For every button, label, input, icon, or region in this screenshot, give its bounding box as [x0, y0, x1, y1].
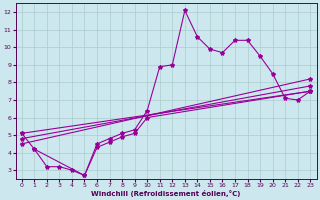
X-axis label: Windchill (Refroidissement éolien,°C): Windchill (Refroidissement éolien,°C): [91, 190, 241, 197]
